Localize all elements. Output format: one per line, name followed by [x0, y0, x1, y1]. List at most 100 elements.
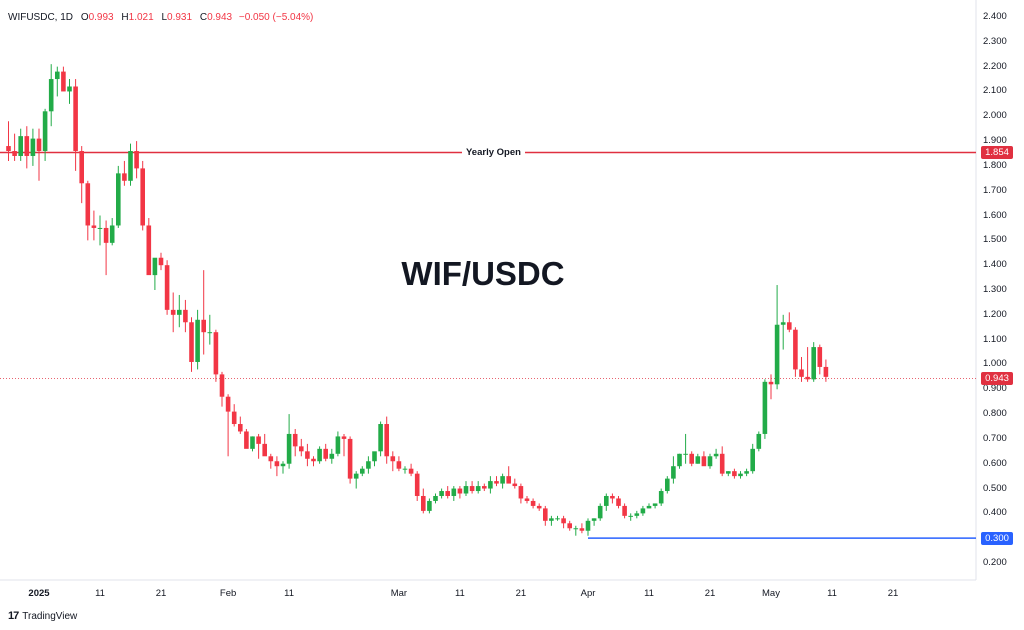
candle-body	[280, 463, 286, 467]
candle-body	[91, 225, 97, 228]
candle-body	[555, 518, 560, 520]
chart-watermark: WIF/USDC	[401, 255, 565, 292]
candle-body	[219, 374, 225, 397]
x-tick-label: 11	[827, 588, 837, 599]
candle-body	[793, 329, 798, 370]
x-tick-label: Apr	[580, 588, 596, 599]
x-tick-label: 11	[454, 588, 465, 599]
candle-body	[774, 324, 780, 385]
y-tick-label: 1.900	[983, 135, 1007, 147]
candle-body	[561, 518, 566, 524]
candle-body	[610, 495, 615, 499]
candle-body	[780, 322, 786, 325]
candle-body	[201, 319, 206, 333]
candle-body	[475, 486, 481, 492]
candle-body	[360, 468, 365, 474]
candle-body	[140, 168, 145, 226]
candle-body	[378, 424, 383, 452]
candle-body	[30, 138, 36, 156]
candle-body	[689, 453, 694, 464]
candle-body	[652, 503, 658, 506]
y-tick-label: 1.400	[983, 259, 1007, 271]
x-tick-label: 2025	[28, 588, 50, 599]
price-tag: 0.943	[981, 372, 1013, 386]
candle-body	[414, 473, 420, 496]
candle-body	[439, 491, 444, 496]
y-tick-label: 0.800	[983, 408, 1007, 420]
candle-body	[811, 347, 816, 380]
candle-body	[231, 411, 237, 425]
candle-body	[799, 369, 804, 377]
tradingview-brand: TradingView	[22, 610, 78, 622]
candle-body	[256, 436, 261, 444]
candle-body	[116, 173, 121, 226]
candle-body	[738, 473, 743, 477]
candle-body	[305, 451, 310, 459]
candle-body	[524, 498, 530, 501]
y-tick-label: 2.100	[983, 85, 1007, 97]
x-tick-label: 11	[284, 588, 295, 599]
x-tick-label: 21	[887, 588, 899, 599]
candle-body	[500, 476, 505, 484]
candle-body	[384, 424, 389, 457]
candle-body	[536, 505, 542, 509]
candle-body	[695, 456, 701, 464]
close-label: C	[199, 12, 208, 23]
y-tick-label: 1.100	[983, 333, 1007, 345]
y-tick-label: 2.200	[983, 60, 1007, 72]
open-value: 0.993	[88, 12, 114, 23]
candle-body	[183, 309, 188, 323]
candle-body	[329, 453, 335, 459]
candle-body	[311, 458, 316, 462]
tradingview-mark-icon: 17	[8, 610, 19, 622]
candle-body	[488, 481, 493, 489]
price-tag: 0.300	[981, 531, 1013, 545]
candle-body	[421, 495, 426, 511]
candle-body	[408, 468, 414, 474]
symbol-label[interactable]: WIFUSDC	[8, 12, 55, 23]
candle-body	[146, 225, 152, 276]
candle-body	[787, 322, 792, 330]
candle-body	[6, 146, 11, 152]
interval-label[interactable]: 1D	[60, 12, 74, 23]
candle-body	[658, 491, 664, 504]
tradingview-logo[interactable]: 17 TradingView	[8, 610, 77, 622]
candle-body	[719, 453, 725, 474]
candle-body	[366, 461, 371, 469]
candle-body	[268, 456, 274, 462]
candle-body	[244, 431, 249, 449]
candle-body	[567, 523, 572, 529]
candle-body	[616, 498, 621, 506]
candle-body	[177, 309, 182, 315]
candle-body	[433, 495, 438, 501]
high-value: 1.021	[128, 12, 154, 23]
close-value: 0.943	[207, 12, 233, 23]
x-tick-label: 11	[95, 588, 105, 599]
candle-body	[262, 443, 267, 457]
candle-body	[189, 322, 194, 362]
candle-body	[457, 488, 463, 494]
y-tick-label: 1.200	[983, 308, 1007, 320]
candle-body	[622, 505, 627, 516]
chart-header: WIFUSDC, 1D O0.993 H1.021 L0.931 C0.943 …	[8, 12, 314, 23]
candle-body	[506, 476, 511, 484]
candle-body	[701, 456, 707, 467]
candle-body	[207, 332, 213, 334]
y-tick-label: 1.000	[983, 358, 1007, 370]
candle-body	[665, 478, 670, 492]
y-tick-label: 0.900	[983, 383, 1007, 395]
candle-body	[24, 136, 30, 156]
candle-body	[494, 481, 499, 484]
candle-body	[79, 151, 84, 184]
x-tick-label: 11	[644, 588, 654, 599]
candle-body	[152, 257, 158, 276]
candle-body	[164, 265, 170, 310]
change-value: −0.050 (−5.04%)	[238, 12, 314, 23]
candle-body	[299, 446, 304, 452]
candle-body	[451, 488, 457, 496]
open-label: O	[80, 12, 89, 23]
candle-body	[225, 396, 231, 412]
candle-body	[646, 505, 652, 509]
candle-body	[762, 381, 768, 434]
